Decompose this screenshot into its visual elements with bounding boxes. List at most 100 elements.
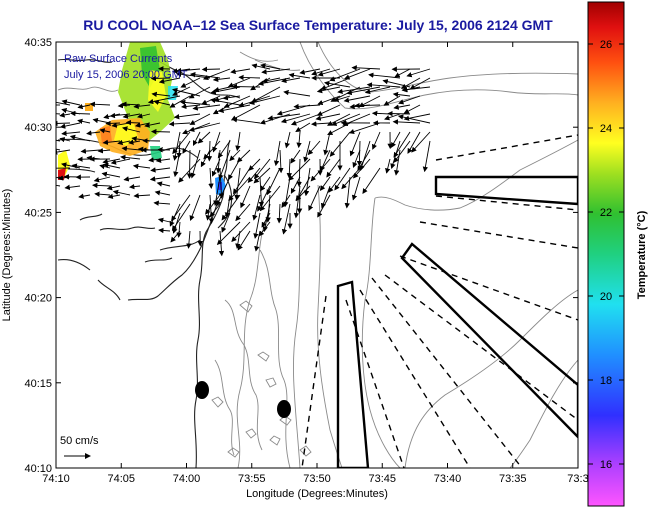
mooring-marker-west [195, 381, 209, 399]
current-vector [216, 221, 241, 246]
current-vector [178, 158, 201, 183]
colorbar-tick-label: 24 [600, 123, 612, 135]
current-vector [359, 140, 371, 171]
current-vector [176, 221, 182, 238]
current-vector [192, 131, 201, 147]
current-vector [368, 72, 401, 79]
current-vector [173, 113, 201, 120]
current-vector [320, 77, 351, 91]
current-vector [257, 185, 271, 212]
current-vector [172, 131, 191, 155]
current-vector [307, 140, 321, 156]
current-vector [371, 110, 391, 117]
current-vector [333, 95, 351, 103]
current-vector [327, 122, 351, 136]
current-vector [352, 149, 361, 168]
current-vector [259, 185, 281, 212]
current-vector [240, 185, 251, 209]
current-vector [346, 86, 381, 96]
current-vector [353, 158, 371, 179]
current-vector [172, 131, 181, 161]
current-vector [403, 104, 421, 114]
current-vector [267, 113, 301, 121]
current-vector [344, 68, 371, 80]
current-vector [238, 74, 261, 81]
current-vector [393, 140, 411, 163]
current-vector [299, 68, 321, 75]
current-vector [151, 128, 171, 135]
current-vector [86, 130, 101, 136]
y-axis-ticks: 40:35 40:30 40:25 40:20 40:15 40:10 [24, 37, 578, 475]
current-vector [150, 75, 171, 82]
current-vector [122, 126, 141, 133]
current-vector [137, 113, 151, 119]
current-vector [324, 80, 351, 88]
current-vector [133, 103, 151, 109]
current-vector [237, 230, 251, 251]
colorbar-tick-label: 18 [600, 375, 612, 387]
current-vector [390, 131, 401, 148]
current-vector [169, 203, 181, 227]
current-vector [364, 86, 391, 95]
current-vector [290, 113, 321, 126]
current-vector [125, 119, 141, 126]
current-vector [253, 212, 261, 239]
current-vector [342, 113, 371, 126]
current-vector [212, 131, 221, 153]
current-vector [129, 183, 141, 190]
x-tick-label: 73:3 [567, 473, 588, 485]
temperature-colorbar [587, 1, 625, 507]
current-vector [273, 140, 281, 167]
current-vector [101, 171, 121, 178]
current-vector [56, 120, 71, 127]
current-vector [172, 87, 201, 97]
current-vector [362, 167, 381, 195]
current-vector [192, 104, 221, 111]
current-vector [112, 189, 131, 196]
current-vector [311, 121, 331, 127]
current-vector [158, 77, 181, 84]
y-tick-label: 40:25 [24, 207, 52, 219]
current-vector [281, 194, 291, 208]
current-vector [258, 221, 271, 237]
x-tick-label: 73:40 [434, 473, 462, 485]
current-vector [400, 77, 421, 89]
current-vector [296, 158, 302, 188]
current-vector [158, 227, 171, 234]
current-vector [384, 113, 401, 121]
current-vector [216, 176, 231, 207]
current-vector [123, 176, 141, 182]
current-vector [175, 67, 201, 74]
current-vector [320, 185, 331, 209]
current-vector [253, 158, 271, 180]
current-vector [323, 131, 331, 156]
current-vector [200, 149, 211, 168]
current-vector [149, 176, 171, 182]
current-vector [266, 167, 281, 196]
overlay-title: Raw Surface Currents [64, 53, 173, 65]
current-vector [182, 140, 191, 154]
current-vector [182, 122, 211, 135]
current-vector [288, 158, 311, 181]
current-vector [150, 167, 171, 173]
current-vector [61, 99, 81, 106]
current-vector [259, 113, 291, 125]
current-vector [179, 99, 211, 106]
current-vector [77, 103, 91, 110]
current-vector [392, 119, 421, 125]
current-vector [132, 163, 151, 170]
current-vector [303, 167, 311, 197]
current-vector [385, 158, 391, 174]
current-vector [186, 149, 193, 179]
current-vector [208, 194, 215, 224]
current-vector [153, 200, 171, 206]
current-vector [61, 130, 81, 137]
current-vector [261, 77, 281, 84]
current-vector [349, 131, 361, 157]
current-vector [170, 230, 181, 243]
current-vector [260, 176, 271, 192]
x-tick-label: 73:35 [499, 473, 527, 485]
current-vector [393, 104, 411, 110]
current-vector [251, 86, 281, 103]
